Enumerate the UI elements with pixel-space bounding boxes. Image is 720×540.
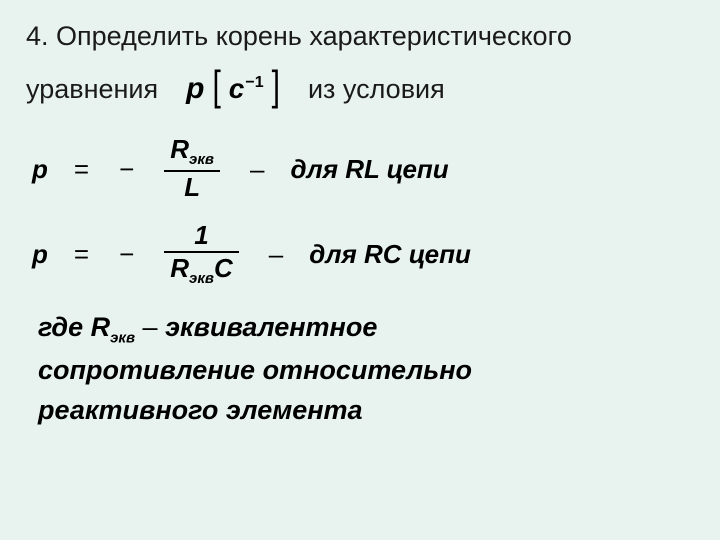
rc-minus: − [119,239,134,270]
slide-page: 4. Определить корень характеристического… [0,0,720,540]
rl-numerator: Rэкв [164,136,220,168]
rc-equals: = [74,239,89,270]
rc-dash: – [269,239,283,270]
explain-R: R [91,312,111,342]
rl-denominator: L [178,174,206,201]
rl-num-R: R [170,134,189,164]
rc-den-sub: экв [189,270,214,287]
equation-word: уравнения [26,74,158,105]
close-bracket: ] [272,64,280,112]
rl-num-sub: экв [189,152,214,169]
c-base: c [229,73,245,104]
from-condition-text: из условия [308,74,445,105]
explanation-block: где Rэкв – эквивалентное сопротивление о… [32,307,694,431]
rc-den-C: C [214,253,233,283]
rl-fraction: Rэкв L [164,136,220,201]
formula-rc: p = − 1 RэквC – для RC цепи [32,222,694,287]
rc-lhs-p: p [32,239,48,270]
title-line-2: уравнения p [ c−1 ] из условия [26,72,694,106]
open-bracket: [ [212,64,220,112]
explain-line-1: где Rэкв – эквивалентное [38,307,694,350]
formula-block: p = − Rэкв L – для RL цепи p = − 1 RэквC [26,136,694,430]
rl-equals: = [74,154,89,185]
rc-fraction: 1 RэквC [164,222,239,287]
c-exp: −1 [245,74,263,91]
rl-desc: для RL цепи [290,154,448,185]
explain-rest1: эквивалентное [165,312,377,342]
rc-desc: для RC цепи [309,239,471,270]
rc-den-R: R [170,253,189,283]
rl-dash: – [250,154,264,185]
p-unit-expression: p [ c−1 ] [186,72,280,106]
rl-minus: − [119,154,134,185]
explain-R-sub: экв [110,329,135,346]
explain-dash: – [135,312,165,342]
rc-numerator: 1 [188,222,214,249]
explain-line-3: реактивного элемента [38,390,694,431]
rl-lhs-p: p [32,154,48,185]
title-line-1: 4. Определить корень характеристического [26,18,694,54]
p-symbol: p [186,72,204,106]
explain-line-2: сопротивление относительно [38,350,694,391]
formula-rl: p = − Rэкв L – для RL цепи [32,136,694,201]
explain-prefix: где [38,312,91,342]
rc-denominator: RэквC [164,255,239,287]
c-inverse: c−1 [229,72,264,106]
